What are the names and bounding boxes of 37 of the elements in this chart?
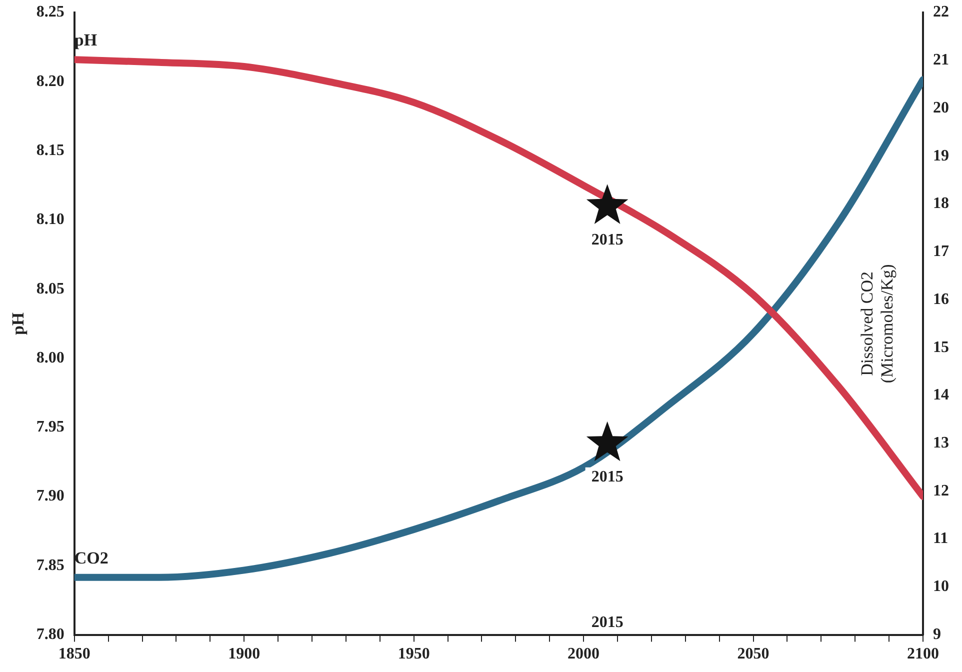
y-tick-label: 7.95 — [36, 418, 64, 436]
y-tick-label: 8.05 — [36, 280, 64, 298]
y2-tick-label: 11 — [933, 530, 948, 548]
series-label: pH — [74, 30, 98, 50]
y-tick-label: 8.15 — [36, 142, 64, 160]
x-tick-label: 1900 — [228, 646, 260, 663]
y2-tick-label: 17 — [933, 243, 949, 260]
y2-tick-label: 14 — [933, 386, 949, 404]
y-tick-label: 7.80 — [36, 626, 64, 643]
y2-tick-label: 22 — [933, 4, 949, 21]
annotation: 2015 — [591, 614, 624, 631]
y2-tick-label: 12 — [933, 482, 949, 500]
x-tick-label: 2000 — [568, 646, 600, 663]
y-tick-label: 8.25 — [36, 4, 64, 21]
y-tick-label: 7.85 — [36, 556, 64, 574]
annotation: 2015 — [591, 468, 624, 486]
y-tick-label: 8.10 — [36, 211, 64, 228]
annotation: 2015 — [591, 231, 624, 248]
y2-tick-label: 16 — [933, 290, 949, 308]
y2-tick-label: 19 — [933, 147, 949, 164]
x-tick-label: 2050 — [737, 646, 770, 663]
y2-tick-label: 21 — [933, 52, 949, 69]
y-tick-label: 8.00 — [36, 349, 64, 366]
y2-tick-label: 20 — [933, 99, 949, 116]
x-tick-label: 1850 — [58, 646, 90, 663]
y-tick-label: 7.90 — [36, 488, 64, 505]
y2-axis-title: Dissolved CO2 (Micromoles/Kg) — [857, 264, 896, 384]
y2-tick-label: 15 — [933, 338, 949, 356]
y2-tick-label: 13 — [933, 434, 949, 452]
y2-tick-label: 10 — [933, 578, 949, 596]
x-tick-label: 2100 — [907, 646, 939, 663]
y-tick-label: 8.20 — [36, 72, 64, 90]
y-axis-title: pH — [8, 312, 28, 336]
series-label: CO2 — [74, 548, 108, 568]
y2-tick-label: 18 — [933, 195, 949, 212]
x-tick-label: 1950 — [398, 646, 430, 663]
y2-tick-label: 9 — [933, 626, 941, 643]
